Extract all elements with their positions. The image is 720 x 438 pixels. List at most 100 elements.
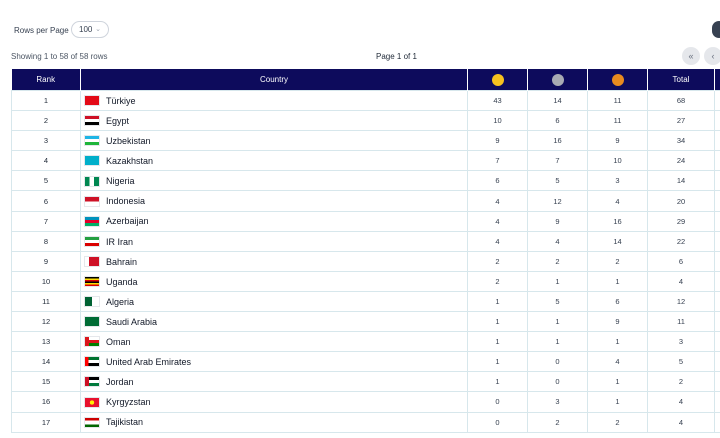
- table-row[interactable]: 1 Türkiye 43 14 11 68: [11, 89, 720, 112]
- flag-icon: [84, 235, 100, 247]
- table-row[interactable]: 16 Kyrgyzstan 0 3 1 4: [11, 391, 720, 413]
- rank-cell: 16: [11, 391, 81, 413]
- rank-cell: 1: [11, 89, 81, 112]
- prev-page-button[interactable]: ‹: [704, 47, 720, 65]
- flag-icon: [84, 175, 100, 187]
- country-name[interactable]: United Arab Emirates: [106, 356, 192, 367]
- table-row[interactable]: 15 Jordan 1 0 1 2: [11, 371, 720, 393]
- rank-cell: 13: [11, 331, 81, 353]
- table-row[interactable]: 8 IR Iran 4 4 14 22: [11, 230, 720, 252]
- flag-icon: [84, 296, 100, 308]
- bronze-count-cell: 16: [587, 210, 648, 232]
- silver-count-cell: 1: [527, 331, 588, 353]
- rows-count-text: Showing 1 to 58 of 58 rows: [11, 52, 108, 61]
- gold-count-cell: 2: [467, 250, 528, 272]
- silver-count-cell: 16: [527, 130, 588, 152]
- bronze-count-cell: 4: [587, 190, 648, 212]
- flag-icon: [84, 316, 100, 328]
- total-count-cell: 6: [647, 250, 715, 272]
- table-row[interactable]: 12 Saudi Arabia 1 1 9 11: [11, 311, 720, 333]
- country-name[interactable]: Uzbekistan: [106, 135, 151, 146]
- country-name[interactable]: Jordan: [106, 376, 134, 387]
- country-name[interactable]: Egypt: [106, 115, 130, 126]
- table-row[interactable]: 17 Tajikistan 0 2 2 4: [11, 411, 720, 433]
- flag-icon: [84, 255, 100, 267]
- flag-icon: [84, 396, 100, 408]
- country-name[interactable]: Bahrain: [106, 256, 138, 267]
- first-page-button[interactable]: «: [682, 47, 700, 65]
- extra-cell: [714, 311, 720, 333]
- country-cell: Algeria: [80, 290, 468, 313]
- total-count-cell: 12: [647, 290, 715, 313]
- table-row[interactable]: 13 Oman 1 1 1 3: [11, 331, 720, 353]
- rank-cell: 12: [11, 311, 81, 333]
- flag-icon: [84, 215, 100, 227]
- silver-count-cell: 6: [527, 110, 588, 132]
- table-row[interactable]: 6 Indonesia 4 12 4 20: [11, 190, 720, 212]
- bronze-count-cell: 1: [587, 391, 648, 413]
- extra-cell: [714, 190, 720, 212]
- total-count-cell: 11: [647, 311, 715, 333]
- rank-cell: 11: [11, 290, 81, 313]
- country-cell: Saudi Arabia: [80, 311, 468, 333]
- total-count-cell: 3: [647, 331, 715, 353]
- table-row[interactable]: 5 Nigeria 6 5 3 14: [11, 170, 720, 192]
- toggle-control[interactable]: [712, 21, 720, 38]
- table-row[interactable]: 2 Egypt 10 6 11 27: [11, 110, 720, 132]
- gold-count-cell: 4: [467, 190, 528, 212]
- silver-count-cell: 1: [527, 270, 588, 292]
- total-header[interactable]: Total: [647, 69, 715, 91]
- country-name[interactable]: Nigeria: [106, 176, 135, 187]
- table-row[interactable]: 14 United Arab Emirates 1 0 4 5: [11, 351, 720, 373]
- country-name[interactable]: Kyrgyzstan: [106, 397, 151, 408]
- country-name[interactable]: Uganda: [106, 276, 138, 287]
- country-name[interactable]: Indonesia: [106, 196, 146, 207]
- table-row[interactable]: 3 Uzbekistan 9 16 9 34: [11, 130, 720, 152]
- extra-cell: [714, 351, 720, 373]
- country-name[interactable]: Saudi Arabia: [106, 316, 158, 327]
- rank-cell: 8: [11, 230, 81, 252]
- bronze-count-cell: 2: [587, 411, 648, 433]
- gold-count-cell: 6: [467, 170, 528, 192]
- extra-cell: [714, 250, 720, 272]
- silver-header[interactable]: [527, 69, 588, 91]
- total-count-cell: 22: [647, 230, 715, 252]
- rank-header[interactable]: Rank: [11, 69, 81, 91]
- country-name[interactable]: Azerbaijan: [106, 216, 149, 227]
- chevron-left-icon: ‹: [711, 51, 715, 61]
- rank-cell: 7: [11, 210, 81, 232]
- bronze-count-cell: 14: [587, 230, 648, 252]
- table-row[interactable]: 10 Uganda 2 1 1 4: [11, 270, 720, 292]
- extra-cell: [714, 210, 720, 232]
- bronze-medal-icon: [611, 73, 624, 86]
- country-cell: Azerbaijan: [80, 210, 468, 232]
- country-name[interactable]: IR Iran: [106, 236, 134, 247]
- flag-icon: [84, 135, 100, 147]
- flag-icon: [84, 336, 100, 348]
- country-header[interactable]: Country: [80, 69, 468, 91]
- bronze-count-cell: 1: [587, 371, 648, 393]
- bronze-count-cell: 1: [587, 270, 648, 292]
- rank-cell: 3: [11, 130, 81, 152]
- gold-count-cell: 0: [467, 391, 528, 413]
- rank-cell: 15: [11, 371, 81, 393]
- table-row[interactable]: 9 Bahrain 2 2 2 6: [11, 250, 720, 272]
- table-row[interactable]: 4 Kazakhstan 7 7 10 24: [11, 150, 720, 172]
- gold-count-cell: 1: [467, 290, 528, 313]
- country-name[interactable]: Oman: [106, 336, 131, 347]
- gold-count-cell: 10: [467, 110, 528, 132]
- table-row[interactable]: 7 Azerbaijan 4 9 16 29: [11, 210, 720, 232]
- country-name[interactable]: Tajikistan: [106, 417, 144, 428]
- flag-icon: [84, 276, 100, 288]
- extra-cell: [714, 371, 720, 393]
- country-name[interactable]: Türkiye: [106, 95, 136, 106]
- bronze-header[interactable]: [587, 69, 648, 91]
- country-name[interactable]: Algeria: [106, 296, 135, 307]
- gold-header[interactable]: [467, 69, 528, 91]
- bronze-count-cell: 2: [587, 250, 648, 272]
- rows-per-page-select[interactable]: 100 ⌄: [71, 21, 109, 38]
- medal-table: Rank Country Total 1 Türkiye 43 14 11 68 2 Egyp…: [11, 69, 720, 433]
- country-name[interactable]: Kazakhstan: [106, 155, 154, 166]
- table-row[interactable]: 11 Algeria 1 5 6 12: [11, 290, 720, 313]
- gold-count-cell: 43: [467, 89, 528, 112]
